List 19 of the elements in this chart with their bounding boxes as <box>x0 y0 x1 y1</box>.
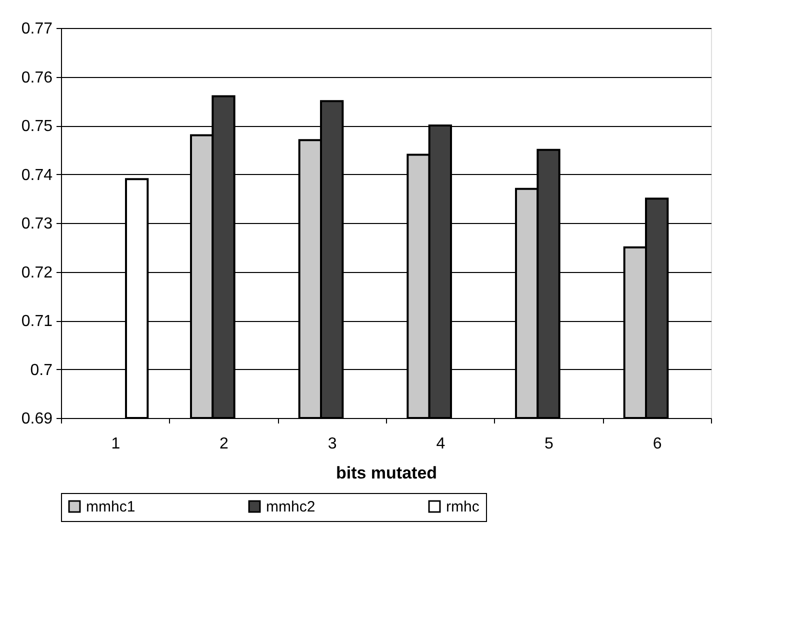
y-tick-label: 0.7 <box>30 362 53 379</box>
y-tick-label: 0.69 <box>21 410 53 428</box>
y-tick-label: 0.71 <box>21 313 53 330</box>
legend-label: mmhc1 <box>86 498 136 516</box>
x-tick-label: 3 <box>328 436 337 452</box>
legend-label: mmhc2 <box>266 498 316 516</box>
x-tick-label: 2 <box>220 436 229 452</box>
y-tick-label: 0.76 <box>21 69 53 86</box>
y-tick-label: 0.73 <box>21 216 53 232</box>
y-tick-label: 0.77 <box>21 20 53 38</box>
x-axis-title: bits mutated <box>336 464 438 482</box>
x-tick-label: 1 <box>111 436 120 452</box>
y-tick-label: 0.75 <box>21 118 53 135</box>
y-tick-label: 0.74 <box>21 166 53 184</box>
x-tick-label: 6 <box>652 436 662 452</box>
legend-label: rmhc <box>446 498 480 516</box>
y-tick-label: 0.72 <box>21 264 53 282</box>
x-tick-label: 4 <box>436 436 446 452</box>
x-tick-label: 5 <box>544 436 554 452</box>
